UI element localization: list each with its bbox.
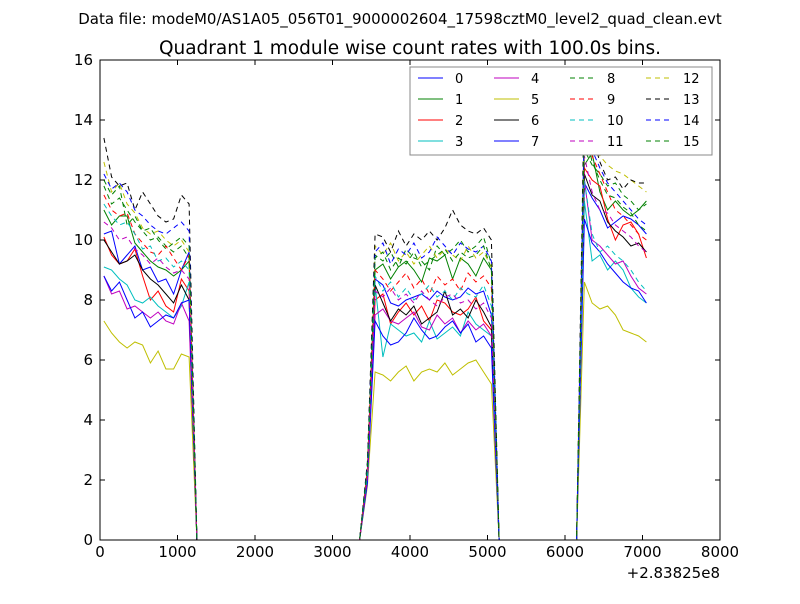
legend-label-7: 7 xyxy=(531,135,539,150)
legend-label-2: 2 xyxy=(455,114,463,129)
y-tick-label: 16 xyxy=(74,51,93,69)
legend-label-5: 5 xyxy=(531,93,539,108)
x-tick-label: 8000 xyxy=(701,543,739,561)
y-tick-label: 0 xyxy=(83,531,93,549)
series-line-2 xyxy=(103,166,647,540)
legend-label-15: 15 xyxy=(683,135,700,150)
legend-label-3: 3 xyxy=(455,135,463,150)
axis-ticks: 0 1000 2000 3000 4000 5000 6000 7000 80000246810… xyxy=(74,51,739,561)
legend-label-0: 0 xyxy=(455,72,463,87)
series-line-10 xyxy=(103,179,647,540)
legend-label-11: 11 xyxy=(607,135,624,150)
x-tick-label: 0 xyxy=(95,543,105,561)
x-tick-label: 7000 xyxy=(623,543,661,561)
legend-box xyxy=(409,66,713,156)
series-line-0 xyxy=(103,182,647,540)
y-tick-label: 12 xyxy=(74,171,93,189)
series-line-4 xyxy=(103,179,647,540)
series-line-7 xyxy=(103,218,647,540)
x-tick-label: 3000 xyxy=(313,543,351,561)
legend-label-6: 6 xyxy=(531,114,539,129)
x-tick-label: 5000 xyxy=(468,543,506,561)
legend-label-4: 4 xyxy=(531,72,539,87)
series-line-14 xyxy=(103,113,647,540)
legend-label-9: 9 xyxy=(607,93,615,108)
series-line-13 xyxy=(103,83,647,540)
series-line-11 xyxy=(103,155,647,540)
y-tick-label: 2 xyxy=(83,471,93,489)
series-line-15 xyxy=(103,125,647,540)
y-tick-label: 10 xyxy=(74,231,93,249)
y-tick-label: 8 xyxy=(83,291,93,309)
legend-label-13: 13 xyxy=(683,93,700,108)
x-offset-label: +2.83825e8 xyxy=(627,564,720,582)
y-tick-label: 4 xyxy=(83,411,93,429)
chart-title: Quadrant 1 module wise count rates with … xyxy=(159,38,661,59)
y-tick-label: 6 xyxy=(83,351,93,369)
legend-label-1: 1 xyxy=(455,93,463,108)
legend-label-14: 14 xyxy=(683,114,700,129)
y-tick-label: 14 xyxy=(74,111,93,129)
x-tick-label: 6000 xyxy=(546,543,584,561)
x-tick-label: 1000 xyxy=(158,543,196,561)
data-file-suptitle: Data file: modeM0/AS1A05_056T01_90000026… xyxy=(78,10,722,29)
legend-label-12: 12 xyxy=(683,72,700,87)
series-line-9 xyxy=(103,134,647,540)
legend-label-10: 10 xyxy=(607,114,624,129)
legend-label-8: 8 xyxy=(607,72,615,87)
series-line-3 xyxy=(103,200,647,540)
x-tick-label: 2000 xyxy=(236,543,274,561)
x-tick-label: 4000 xyxy=(391,543,429,561)
series-line-5 xyxy=(103,281,647,540)
series-line-6 xyxy=(103,173,647,540)
